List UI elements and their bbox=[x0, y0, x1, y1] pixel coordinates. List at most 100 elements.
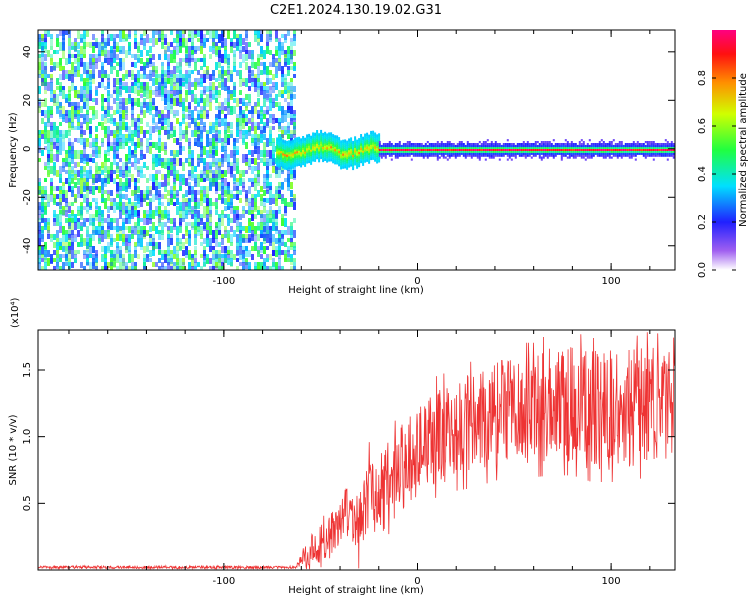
heatmap-cell bbox=[282, 139, 285, 143]
heatmap-cell bbox=[528, 148, 531, 151]
heatmap-cell bbox=[221, 74, 224, 83]
heatmap-cell bbox=[62, 42, 65, 51]
heatmap-cell bbox=[245, 122, 248, 126]
heatmap-cell bbox=[197, 38, 200, 42]
heatmap-cell bbox=[176, 118, 179, 124]
heatmap-cell bbox=[266, 78, 269, 85]
heatmap-cell bbox=[269, 114, 272, 118]
heatmap-cell bbox=[668, 146, 671, 149]
heatmap-cell bbox=[167, 190, 170, 196]
heatmap-cell bbox=[143, 30, 146, 36]
heatmap-cell bbox=[191, 194, 194, 202]
heatmap-cell bbox=[77, 154, 80, 159]
heatmap-cell bbox=[164, 78, 167, 84]
heatmap-cell bbox=[80, 62, 83, 66]
heatmap-cell bbox=[182, 250, 185, 256]
heatmap-cell bbox=[496, 146, 499, 149]
heatmap-cell bbox=[652, 144, 655, 148]
heatmap-cell bbox=[110, 118, 113, 124]
heatmap-cell bbox=[652, 150, 655, 153]
heatmap-cell bbox=[616, 143, 619, 146]
heatmap-cell bbox=[263, 238, 266, 244]
heatmap-cell bbox=[116, 218, 119, 227]
heatmap-cell bbox=[203, 194, 206, 203]
heatmap-cell bbox=[514, 150, 517, 153]
heatmap-cell bbox=[576, 144, 579, 148]
heatmap-cell bbox=[578, 150, 581, 153]
heatmap-cell bbox=[263, 114, 266, 119]
heatmap-cell bbox=[137, 178, 140, 183]
heatmap-cell bbox=[59, 254, 62, 259]
heatmap-cell bbox=[290, 158, 293, 161]
heatmap-cell bbox=[161, 254, 164, 260]
heatmap-cell bbox=[304, 142, 307, 146]
heatmap-cell bbox=[640, 144, 643, 148]
heatmap-cell bbox=[68, 122, 71, 128]
heatmap-cell bbox=[416, 146, 419, 149]
heatmap-cell bbox=[482, 141, 485, 144]
heatmap-cell bbox=[137, 170, 140, 177]
heatmap-cell bbox=[77, 242, 80, 247]
heatmap-cell bbox=[191, 50, 194, 55]
heatmap-cell bbox=[41, 118, 44, 124]
heatmap-cell bbox=[308, 151, 311, 155]
heatmap-cell bbox=[158, 198, 161, 205]
heatmap-cell bbox=[646, 144, 649, 148]
heatmap-cell bbox=[502, 143, 505, 146]
heatmap-cell bbox=[468, 146, 471, 149]
heatmap-cell bbox=[560, 146, 563, 149]
heatmap-cell bbox=[179, 142, 182, 148]
heatmap-cell bbox=[269, 34, 272, 40]
heatmap-cell bbox=[328, 138, 331, 142]
heatmap-cell bbox=[358, 164, 361, 168]
heatmap-cell bbox=[152, 66, 155, 72]
heatmap-cell bbox=[44, 138, 47, 144]
heatmap-cell bbox=[284, 178, 287, 182]
heatmap-cell bbox=[426, 156, 429, 159]
heatmap-cell bbox=[143, 98, 146, 105]
heatmap-cell bbox=[336, 155, 339, 158]
snr-frame bbox=[37, 329, 676, 571]
heatmap-cell bbox=[137, 70, 140, 79]
heatmap-cell bbox=[263, 130, 266, 134]
heatmap-cell bbox=[104, 202, 107, 209]
heatmap-cell bbox=[62, 130, 65, 139]
heatmap-cell bbox=[432, 154, 435, 157]
heatmap-cell bbox=[302, 136, 305, 139]
heatmap-cell bbox=[580, 148, 583, 151]
heatmap-cell bbox=[287, 46, 290, 54]
heatmap-cell bbox=[548, 143, 551, 146]
heatmap-cell bbox=[248, 202, 251, 210]
heatmap-cell bbox=[251, 82, 254, 87]
heatmap-cell bbox=[486, 154, 489, 157]
heatmap-cell bbox=[179, 206, 182, 211]
heatmap-cell bbox=[354, 138, 357, 142]
heatmap-cell bbox=[110, 258, 113, 267]
heatmap-cell bbox=[206, 258, 209, 264]
heatmap-cell bbox=[338, 148, 341, 151]
heatmap-cell bbox=[380, 156, 383, 159]
heatmap-cell bbox=[191, 150, 194, 154]
heatmap-cell bbox=[44, 210, 47, 215]
heatmap-cell bbox=[164, 94, 167, 98]
heatmap-cell bbox=[576, 148, 579, 151]
heatmap-cell bbox=[224, 246, 227, 253]
heatmap-cell bbox=[290, 153, 293, 157]
heatmap-cell bbox=[92, 58, 95, 65]
heatmap-cell bbox=[122, 74, 125, 81]
heatmap-cell bbox=[140, 138, 143, 146]
heatmap-cell bbox=[624, 150, 627, 153]
heatmap-cell bbox=[203, 222, 206, 229]
heatmap-cell bbox=[59, 66, 62, 71]
heatmap-cell bbox=[77, 218, 80, 222]
heatmap-cell bbox=[98, 230, 101, 235]
heatmap-cell bbox=[464, 150, 467, 153]
heatmap-cell bbox=[474, 154, 477, 157]
heatmap-cell bbox=[570, 152, 573, 155]
heatmap-cell bbox=[53, 266, 56, 270]
heatmap-cell bbox=[263, 90, 266, 99]
heatmap-cell bbox=[140, 246, 143, 250]
heatmap-cell bbox=[128, 218, 131, 224]
heatmap-cell bbox=[306, 138, 309, 142]
heatmap-cell bbox=[65, 94, 68, 103]
